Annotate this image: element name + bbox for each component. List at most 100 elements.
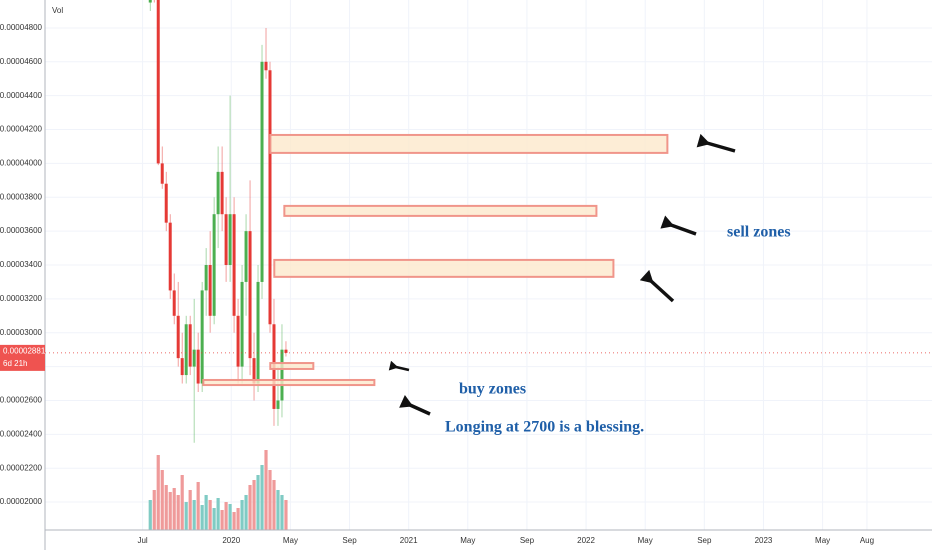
volume-bar: [200, 505, 204, 530]
x-tick-label: May: [638, 536, 653, 545]
volume-bar: [160, 470, 164, 530]
volume-bar: [240, 500, 244, 530]
x-tick-label: Jul: [137, 536, 147, 545]
candle-body: [188, 324, 192, 367]
x-tick-label: 2022: [577, 536, 595, 545]
y-tick-label: 0.00004600: [0, 57, 43, 66]
volume-bar: [220, 510, 224, 530]
candle-body: [168, 222, 172, 291]
candle-body: [156, 0, 160, 164]
candle-body: [172, 290, 176, 316]
x-tick-label: May: [283, 536, 298, 545]
x-tick-label: 2021: [400, 536, 418, 545]
candle-body: [148, 0, 152, 3]
x-tick-label: Aug: [860, 536, 874, 545]
x-tick-label: Sep: [697, 536, 712, 545]
y-tick-label: 0.00002600: [0, 396, 43, 405]
volume-bar: [152, 490, 156, 530]
volume-bar: [252, 480, 256, 530]
candle-body: [176, 315, 180, 359]
zone-box: [273, 258, 615, 278]
y-tick-label: 0.00003400: [0, 260, 43, 269]
volume-bar: [268, 470, 272, 530]
volume-bar: [236, 508, 240, 530]
zone-box: [269, 362, 315, 370]
arrows: [388, 133, 736, 416]
volume-bar: [196, 482, 200, 530]
volume-bar: [180, 475, 184, 530]
last-price-badge: [0, 344, 45, 371]
candle-body: [160, 163, 164, 184]
candle-body: [284, 349, 288, 353]
candle-body: [236, 315, 240, 367]
candle-body: [268, 70, 272, 325]
candle-body: [248, 231, 252, 359]
annotation: buy zones: [459, 381, 526, 398]
candle-body: [232, 214, 236, 316]
volume-bar: [256, 475, 260, 530]
zone-box: [202, 378, 376, 387]
candle-body: [164, 183, 168, 223]
volume-bar: [272, 480, 276, 530]
volume-bar: [192, 500, 196, 530]
candle-body: [204, 265, 208, 291]
volume-label: Vol: [52, 6, 63, 15]
candle-body: [276, 400, 280, 409]
y-tick-label: 0.00003800: [0, 192, 43, 201]
y-tick-label: 0.00004000: [0, 159, 43, 168]
volume-bar: [164, 485, 168, 530]
candle-body: [212, 214, 216, 316]
volume-bar: [188, 490, 192, 530]
x-tick-label: Sep: [520, 536, 535, 545]
annotation: Longing at 2700 is a blessing.: [445, 419, 644, 436]
y-tick-label: 0.00002400: [0, 429, 43, 438]
y-tick-label: 0.00004400: [0, 91, 43, 100]
volume-bar: [216, 498, 220, 530]
x-tick-label: 2020: [222, 536, 240, 545]
y-tick-label: 0.00004200: [0, 125, 43, 134]
volume-bar: [264, 450, 268, 530]
candle-body: [252, 358, 256, 384]
last-price-label: 0.00002881: [3, 346, 46, 355]
candle-body: [192, 349, 196, 367]
y-tick-label: 0.00002200: [0, 463, 43, 472]
volume-bar: [172, 488, 176, 530]
volume-bar: [244, 495, 248, 530]
candle-body: [264, 61, 268, 71]
candle-body: [180, 358, 184, 376]
candle-body: [256, 281, 260, 384]
volume-bar: [224, 502, 228, 530]
volume-bar: [176, 495, 180, 530]
x-tick-label: May: [460, 536, 475, 545]
candle-body: [224, 214, 228, 265]
volume-bar: [228, 504, 232, 530]
y-tick-label: 0.00003600: [0, 226, 43, 235]
volume-bar: [260, 465, 264, 530]
y-tick-label: 0.00002000: [0, 497, 43, 506]
candle-body: [216, 171, 220, 215]
candle-body: [280, 349, 284, 401]
candle-body: [200, 290, 204, 384]
candle-body: [240, 281, 244, 367]
volume-bar: [184, 502, 188, 530]
annotation: sell zones: [727, 224, 791, 241]
zone-box: [269, 133, 669, 154]
candle-body: [208, 265, 212, 316]
volume-bar: [212, 508, 216, 530]
y-tick-label: 0.00004800: [0, 23, 43, 32]
volume-bar: [232, 512, 236, 530]
countdown-label: 6d 21h: [3, 359, 27, 368]
y-tick-label: 0.00003000: [0, 328, 43, 337]
candle-body: [228, 214, 232, 265]
volume-bar: [280, 495, 284, 530]
volume-bar: [208, 500, 212, 530]
volume-bar: [276, 490, 280, 530]
y-tick-label: 0.00003200: [0, 294, 43, 303]
candle-body: [244, 231, 248, 282]
x-tick-label: 2023: [755, 536, 773, 545]
x-tick-label: Sep: [342, 536, 357, 545]
candle-body: [196, 349, 200, 384]
zone-box: [283, 204, 598, 217]
volume-bar: [204, 495, 208, 530]
